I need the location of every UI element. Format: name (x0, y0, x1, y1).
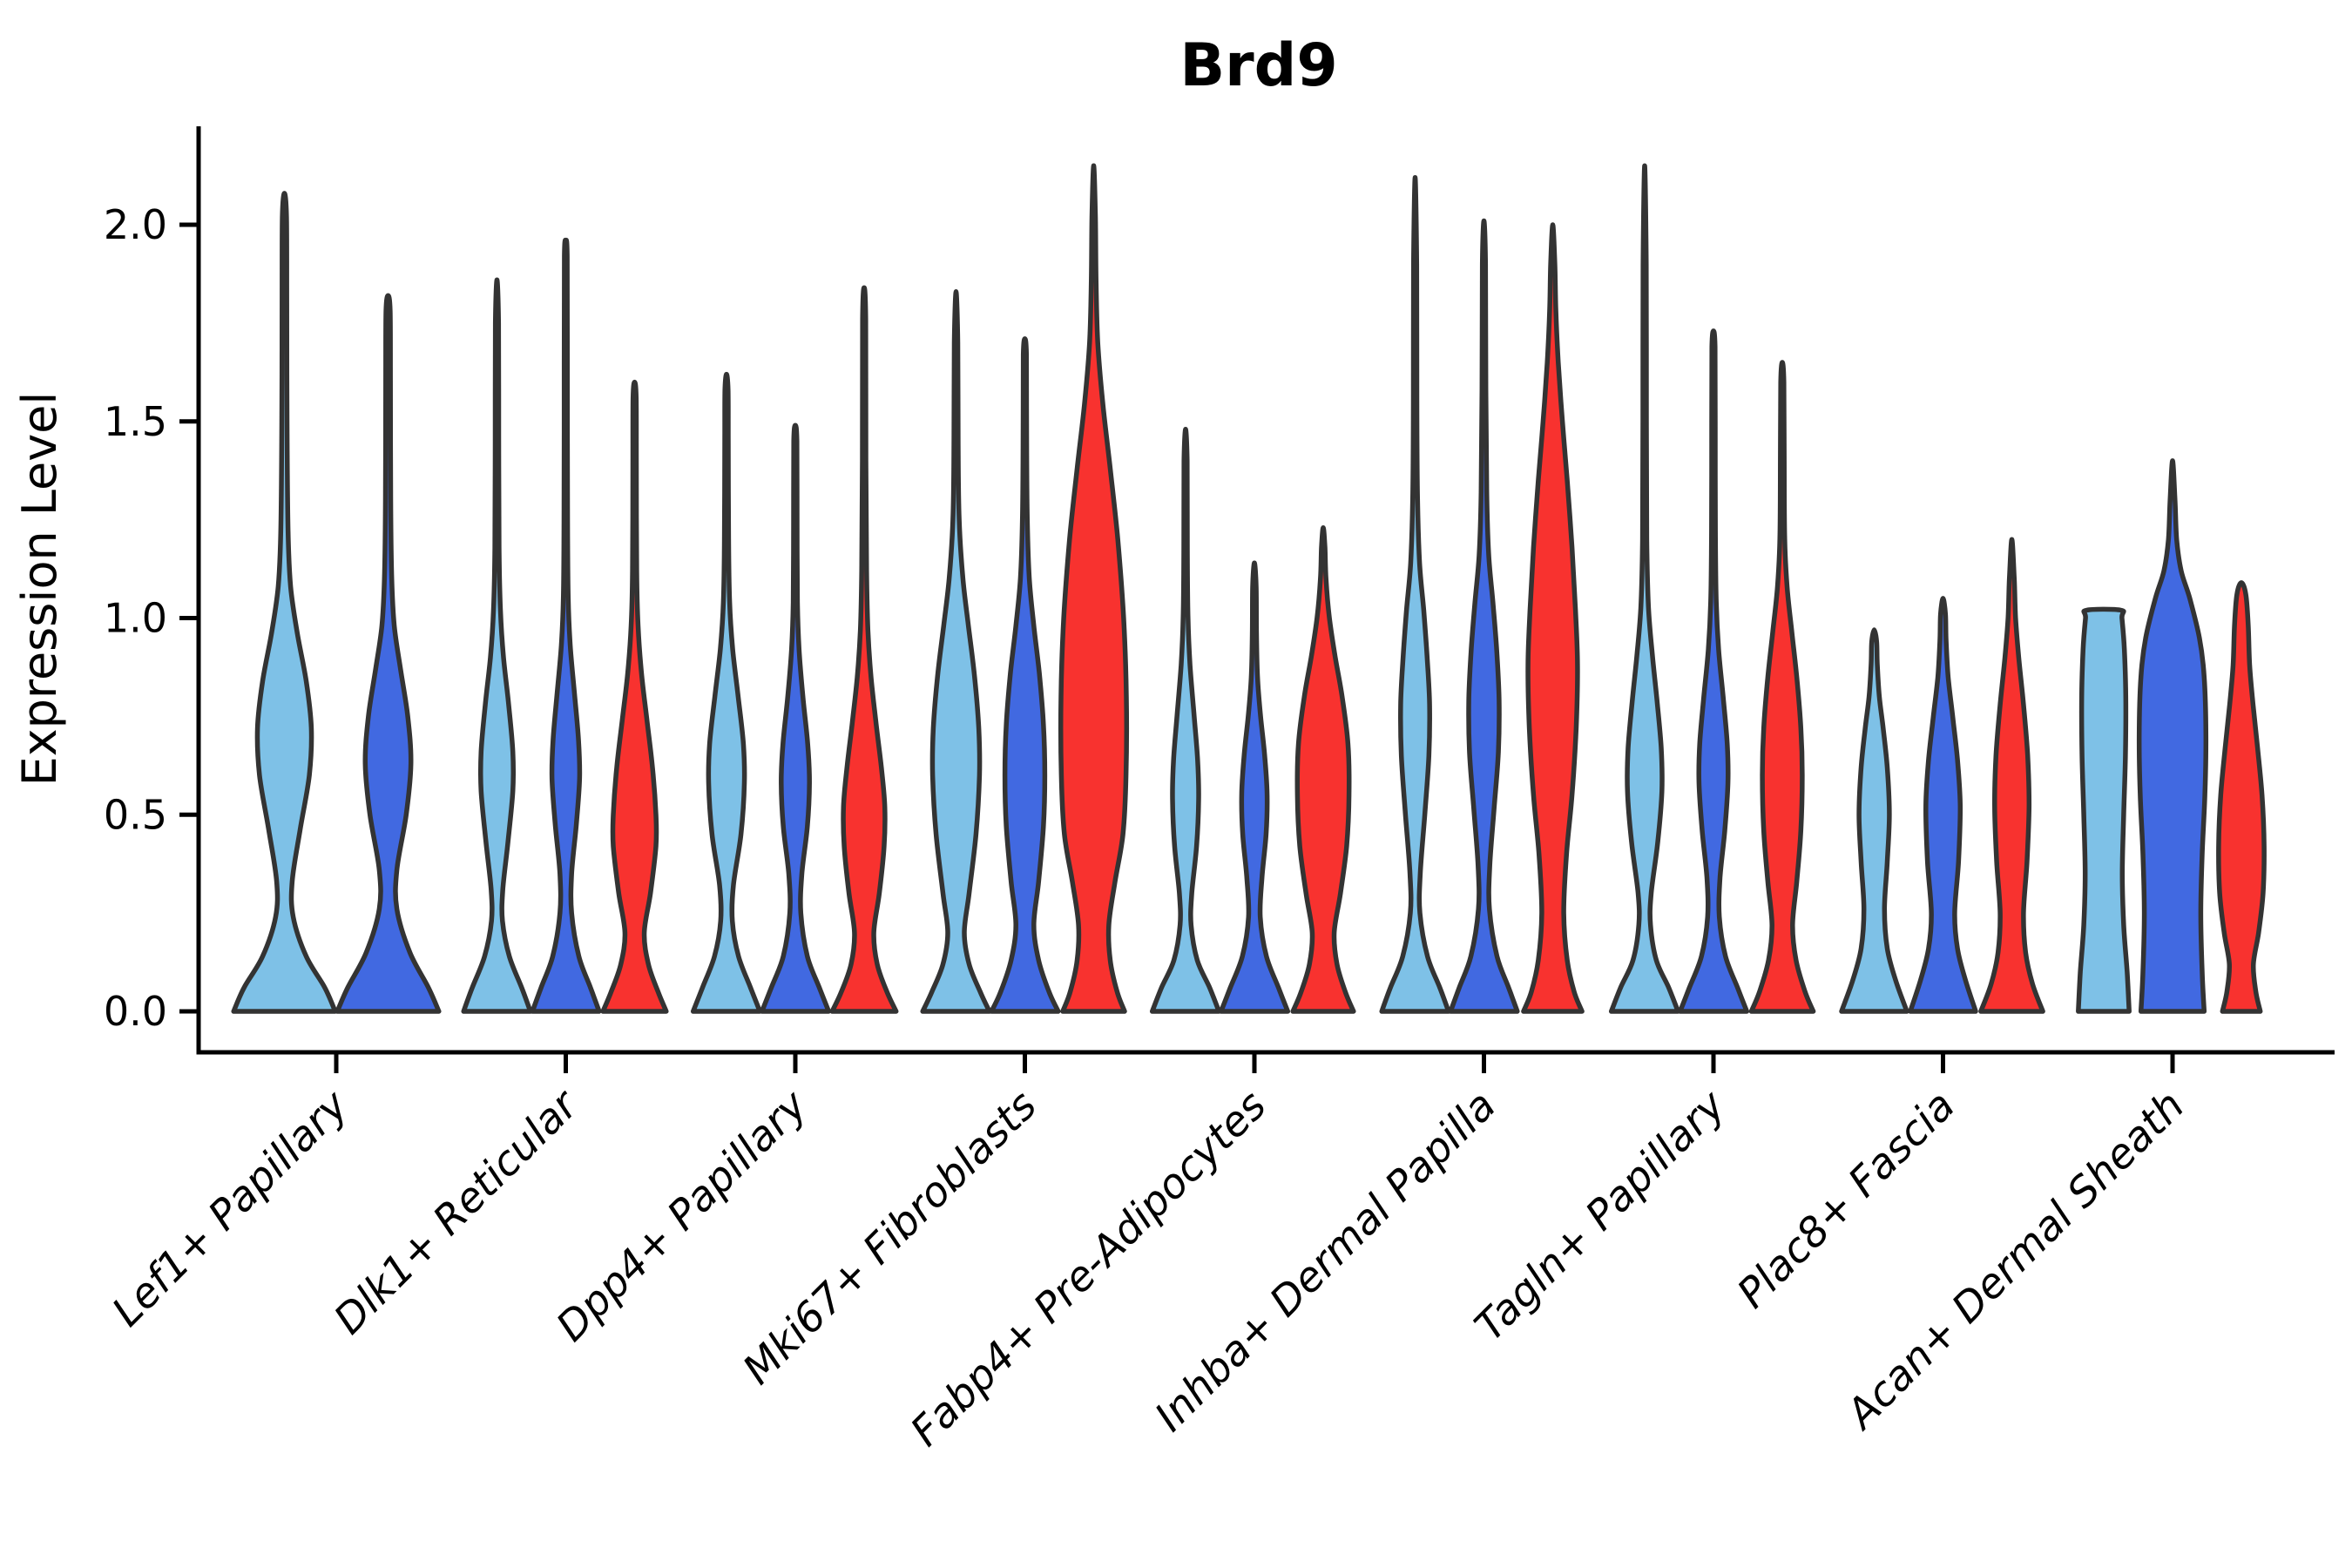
y-tick-label: 0.0 (104, 988, 167, 1035)
y-tick-label: 2.0 (104, 201, 167, 248)
violin-Inhba+ Dermal Papilla-light_blue (1379, 175, 1451, 1014)
violin-Fabp4+ Pre-Adipocytes-red (1290, 524, 1356, 1014)
violin-Acan+ Dermal Sheath-light_blue (2076, 606, 2132, 1014)
violin-Inhba+ Dermal Papilla-dark_blue (1448, 218, 1520, 1014)
violin-Tagln+ Papillary-red (1748, 360, 1816, 1014)
y-tick-label: 0.5 (104, 791, 167, 838)
violin-Tagln+ Papillary-dark_blue (1677, 328, 1750, 1014)
x-tick-label: Tagln+ Papillary (1466, 1081, 1736, 1351)
y-tick-label: 1.0 (104, 595, 167, 642)
violin-Tagln+ Papillary-light_blue (1608, 163, 1681, 1014)
y-axis-label: Expression Level (12, 392, 67, 787)
x-tick-label: Dlk1+ Reticular (325, 1080, 589, 1344)
violin-Plac8+ Fascia-light_blue (1839, 627, 1909, 1014)
violin-Dlk1+ Reticular-light_blue (461, 277, 533, 1014)
violin-Fabp4+ Pre-Adipocytes-dark_blue (1218, 560, 1291, 1014)
x-tick-label: Plac8+ Fascia (1728, 1082, 1964, 1318)
x-tick-label: Dpp4+ Papillary (547, 1081, 817, 1351)
violins (231, 163, 2267, 1014)
violin-Inhba+ Dermal Papilla-red (1521, 222, 1585, 1014)
violin-Acan+ Dermal Sheath-dark_blue (2136, 458, 2209, 1014)
violin-Plac8+ Fascia-red (1978, 537, 2045, 1014)
violin-Dlk1+ Reticular-red (600, 379, 669, 1014)
violin-Fabp4+ Pre-Adipocytes-light_blue (1149, 427, 1222, 1014)
violin-Mki67+ Fibroblasts-light_blue (920, 289, 992, 1014)
x-tick-label: Lef1+ Papillary (103, 1081, 358, 1336)
chart-title: Brd9 (1179, 31, 1337, 100)
violin-Dpp4+ Papillary-dark_blue (759, 422, 832, 1014)
violin-Mki67+ Fibroblasts-dark_blue (989, 336, 1061, 1014)
axes (179, 126, 2335, 1073)
violin-Dlk1+ Reticular-dark_blue (530, 237, 602, 1014)
violin-Lef1+ Papillary-light_blue (231, 191, 338, 1014)
violin-Lef1+ Papillary-dark_blue (335, 293, 442, 1014)
violin-Plac8+ Fascia-dark_blue (1908, 596, 1978, 1014)
violin-Mki67+ Fibroblasts-red (1058, 163, 1130, 1014)
y-tick-label: 1.5 (104, 398, 167, 445)
violin-Acan+ Dermal Sheath-red (2216, 580, 2267, 1014)
violin-Dpp4+ Papillary-red (829, 285, 899, 1014)
violin-Dpp4+ Papillary-light_blue (690, 371, 763, 1014)
